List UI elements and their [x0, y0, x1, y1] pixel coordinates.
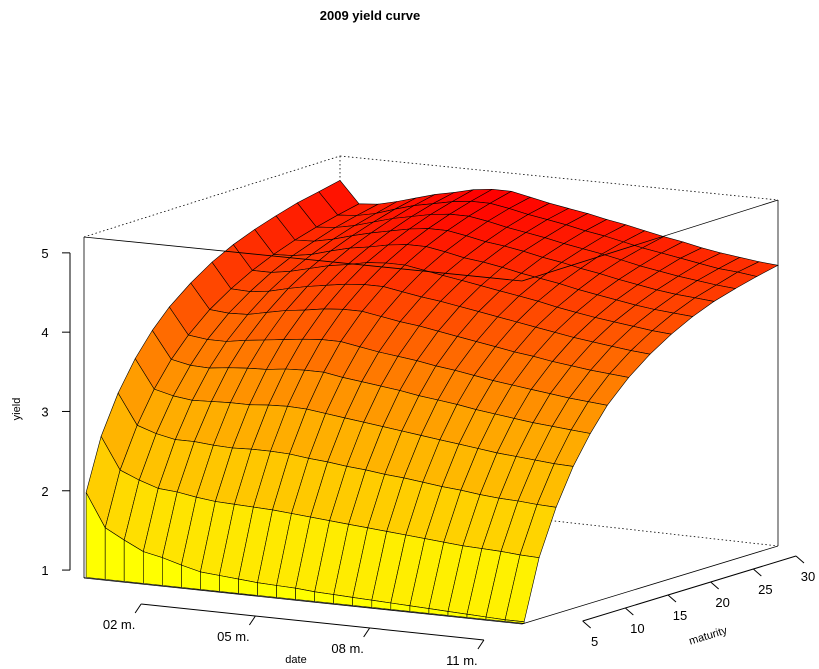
- maturity-axis-label: maturity: [688, 625, 729, 648]
- yield-tick-label: 5: [41, 246, 48, 261]
- maturity-tick-label: 5: [591, 634, 598, 649]
- date-tick-label: 05 m.: [217, 629, 250, 644]
- yield-axis-label: yield: [11, 398, 23, 421]
- maturity-tick-mark: [582, 620, 591, 629]
- surface-front-facet: [200, 571, 220, 592]
- maturity-tick-label: 20: [715, 595, 729, 610]
- date-tick-label: 08 m.: [331, 641, 364, 656]
- right-bottom-edge: [521, 545, 779, 625]
- date-axis-label: date: [285, 654, 306, 666]
- surface-front-facet: [257, 582, 277, 598]
- date-tick-label: 02 m.: [103, 617, 136, 632]
- chart-title: 2009 yield curve: [320, 8, 420, 23]
- maturity-tick-mark: [753, 568, 762, 577]
- front-bottom-edge: [83, 577, 523, 625]
- maturity-tick-mark: [795, 555, 805, 564]
- yield-tick-label: 1: [41, 563, 48, 578]
- maturity-tick-label: 25: [758, 582, 772, 597]
- maturity-tick-label: 30: [801, 569, 815, 584]
- maturity-tick-label: 15: [673, 608, 687, 623]
- front-top-edge: [83, 236, 523, 282]
- date-tick-mark: [477, 639, 485, 650]
- date-tick-mark: [134, 603, 142, 614]
- maturity-tick-mark: [710, 581, 719, 590]
- maturity-tick-label: 10: [630, 621, 644, 636]
- date-tick-mark: [363, 627, 371, 638]
- date-tick-mark: [248, 615, 256, 626]
- surface-front-facet: [276, 585, 296, 600]
- surface-front-facet: [143, 551, 163, 586]
- yield-tick-label: 4: [41, 325, 48, 340]
- right-top-edge: [521, 199, 779, 282]
- yield-tick-label: 3: [41, 404, 48, 419]
- surface-mesh: [85, 180, 779, 624]
- maturity-tick-mark: [625, 607, 634, 616]
- date-axis-line: [141, 603, 484, 641]
- date-tick-label: 11 m.: [446, 653, 478, 668]
- yield-tick-label: 2: [41, 484, 48, 499]
- back-top-left-edge: [83, 155, 341, 238]
- front-box-edges: [83, 199, 779, 625]
- maturity-tick-mark: [667, 594, 677, 603]
- maturity-axis-line: [582, 555, 797, 622]
- back-top-right-edge: [339, 155, 779, 201]
- axes: 1 2 3 4 5 02 m. 05 m. 08 m. 11 m. 5 10 15 20 25 30: [41, 246, 815, 668]
